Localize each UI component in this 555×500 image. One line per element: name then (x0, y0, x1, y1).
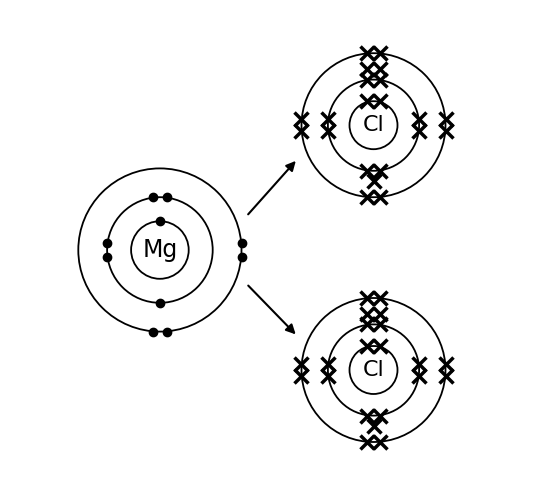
Text: Cl: Cl (362, 360, 385, 380)
Text: Cl: Cl (362, 115, 385, 135)
Text: Mg: Mg (142, 238, 178, 262)
